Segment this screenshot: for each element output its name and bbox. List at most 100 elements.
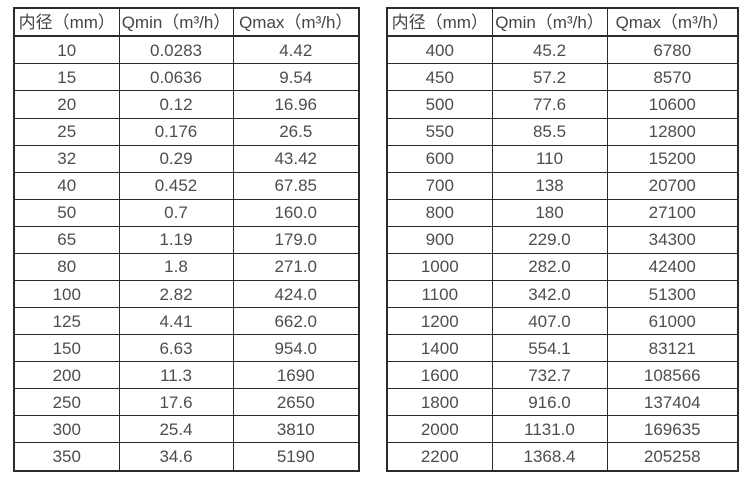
table-cell: 43.42 <box>232 144 360 173</box>
table-cell: 2000 <box>386 415 493 444</box>
table-row: 550 85.5 12800 <box>386 117 739 146</box>
column-header-qmax: Qmax（m³/h） <box>232 7 360 37</box>
table-cell: 0.29 <box>118 144 234 173</box>
table-cell: 61000 <box>606 307 739 336</box>
table-cell: 662.0 <box>232 307 360 336</box>
table-row: 150 6.63 954.0 <box>13 334 360 363</box>
table-cell: 34300 <box>606 225 739 254</box>
table-row: 65 1.19 179.0 <box>13 225 360 254</box>
table-cell: 600 <box>386 144 493 173</box>
table-cell: 2.82 <box>118 279 234 309</box>
table-row: 40 0.452 67.85 <box>13 171 360 200</box>
table-cell: 6.63 <box>118 334 234 363</box>
table-cell: 300 <box>13 415 120 444</box>
table-cell: 138 <box>491 171 608 200</box>
table-cell: 205258 <box>606 442 739 472</box>
table-cell: 200 <box>13 361 120 390</box>
table-row: 300 25.4 3810 <box>13 415 360 444</box>
column-header-inner-diameter: 内径（mm） <box>13 7 120 37</box>
table-row: 200 11.3 1690 <box>13 361 360 390</box>
table-row: 400 45.2 6780 <box>386 35 739 65</box>
table-cell: 108566 <box>606 361 739 390</box>
table-cell: 1100 <box>386 279 493 309</box>
table-row: 1800 916.0 137404 <box>386 388 739 417</box>
table-row: 10 0.0283 4.42 <box>13 35 360 65</box>
table-cell: 0.452 <box>118 171 234 200</box>
table-cell: 4.42 <box>232 35 360 65</box>
table-cell: 85.5 <box>491 117 608 146</box>
table-cell: 25 <box>13 117 120 146</box>
table-cell: 160.0 <box>232 198 360 227</box>
table-cell: 110 <box>491 144 608 173</box>
table-cell: 180 <box>491 198 608 227</box>
table-cell: 954.0 <box>232 334 360 363</box>
table-cell: 1200 <box>386 307 493 336</box>
table-cell: 26.5 <box>232 117 360 146</box>
table-cell: 0.176 <box>118 117 234 146</box>
table-cell: 1400 <box>386 334 493 363</box>
table-header: 内径（mm） Qmin（m³/h） Qmax（m³/h） <box>386 7 739 37</box>
table-cell: 1368.4 <box>491 442 608 472</box>
table-cell: 0.0636 <box>118 63 234 92</box>
table-row: 1400 554.1 83121 <box>386 334 739 363</box>
table-cell: 32 <box>13 144 120 173</box>
table-row: 250 17.6 2650 <box>13 388 360 417</box>
table-cell: 554.1 <box>491 334 608 363</box>
flow-spec-tables-container: 内径（mm） Qmin（m³/h） Qmax（m³/h） 10 0.0283 4.4… <box>13 7 739 472</box>
table-cell: 15200 <box>606 144 739 173</box>
table-row: 1600 732.7 108566 <box>386 361 739 390</box>
table-cell: 42400 <box>606 252 739 281</box>
table-row: 15 0.0636 9.54 <box>13 63 360 92</box>
table-cell: 0.0283 <box>118 35 234 65</box>
table-body: 400 45.2 6780 450 57.2 8570 500 77.6 10600 550 85.… <box>386 35 739 472</box>
table-cell: 400 <box>386 35 493 65</box>
table-cell: 20 <box>13 90 120 119</box>
table-row: 1200 407.0 61000 <box>386 307 739 336</box>
table-cell: 9.54 <box>232 63 360 92</box>
column-header-qmin: Qmin（m³/h） <box>118 7 234 37</box>
table-cell: 1131.0 <box>491 415 608 444</box>
table-cell: 169635 <box>606 415 739 444</box>
table-cell: 16.96 <box>232 90 360 119</box>
table-header: 内径（mm） Qmin（m³/h） Qmax（m³/h） <box>13 7 360 37</box>
table-cell: 57.2 <box>491 63 608 92</box>
table-cell: 342.0 <box>491 279 608 309</box>
flow-spec-table-small-diameters: 内径（mm） Qmin（m³/h） Qmax（m³/h） 10 0.0283 4.4… <box>13 7 360 472</box>
table-row: 500 77.6 10600 <box>386 90 739 119</box>
flow-spec-table-large-diameters: 内径（mm） Qmin（m³/h） Qmax（m³/h） 400 45.2 6780… <box>386 7 739 472</box>
table-row: 32 0.29 43.42 <box>13 144 360 173</box>
table-cell: 17.6 <box>118 388 234 417</box>
table-row: 1000 282.0 42400 <box>386 252 739 281</box>
table-cell: 80 <box>13 252 120 281</box>
table-cell: 20700 <box>606 171 739 200</box>
table-cell: 229.0 <box>491 225 608 254</box>
table-cell: 100 <box>13 279 120 309</box>
table-cell: 250 <box>13 388 120 417</box>
table-cell: 40 <box>13 171 120 200</box>
table-row: 800 180 27100 <box>386 198 739 227</box>
table-cell: 424.0 <box>232 279 360 309</box>
column-header-inner-diameter: 内径（mm） <box>386 7 493 37</box>
table-row: 2000 1131.0 169635 <box>386 415 739 444</box>
table-row: 700 138 20700 <box>386 171 739 200</box>
table-row: 350 34.6 5190 <box>13 442 360 472</box>
table-cell: 12800 <box>606 117 739 146</box>
table-body: 10 0.0283 4.42 15 0.0636 9.54 20 0.12 16.96 25 0.1… <box>13 35 360 472</box>
table-row: 50 0.7 160.0 <box>13 198 360 227</box>
table-cell: 25.4 <box>118 415 234 444</box>
table-cell: 8570 <box>606 63 739 92</box>
table-cell: 450 <box>386 63 493 92</box>
table-row: 900 229.0 34300 <box>386 225 739 254</box>
table-cell: 83121 <box>606 334 739 363</box>
table-cell: 3810 <box>232 415 360 444</box>
table-cell: 0.7 <box>118 198 234 227</box>
table-cell: 350 <box>13 442 120 472</box>
table-cell: 137404 <box>606 388 739 417</box>
table-cell: 6780 <box>606 35 739 65</box>
table-cell: 10600 <box>606 90 739 119</box>
column-header-qmin: Qmin（m³/h） <box>491 7 608 37</box>
table-cell: 27100 <box>606 198 739 227</box>
table-cell: 5190 <box>232 442 360 472</box>
table-cell: 34.6 <box>118 442 234 472</box>
table-cell: 282.0 <box>491 252 608 281</box>
